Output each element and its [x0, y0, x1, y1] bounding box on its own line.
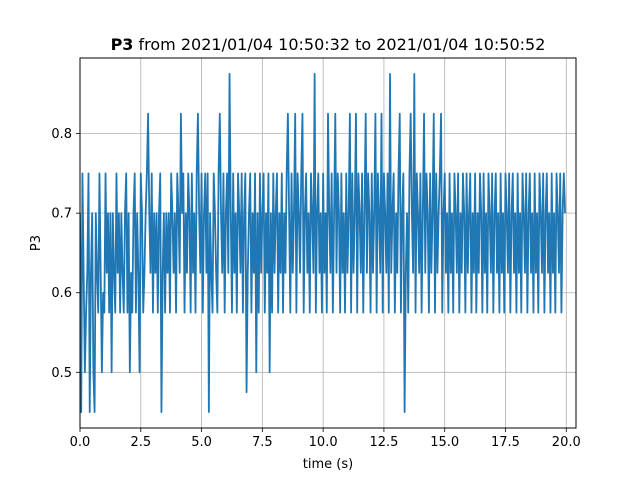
x-axis-ticks: 0.0 2.5 5.0 7.5 10.0 12.5 15.0 17.5 20.0	[70, 428, 581, 450]
x-axis-label: time (s)	[303, 457, 353, 472]
chart-title-bold: P3	[111, 35, 134, 54]
x-tick-label: 10.0	[309, 435, 338, 450]
x-tick-label: 17.5	[491, 435, 520, 450]
series-layer	[80, 73, 566, 413]
x-tick-label: 0.0	[70, 435, 91, 450]
series-line	[80, 73, 566, 413]
x-tick-label: 2.5	[130, 435, 151, 450]
chart-title: P3 from 2021/01/04 10:50:32 to 2021/01/0…	[111, 35, 546, 54]
x-tick-label: 12.5	[369, 435, 398, 450]
y-axis-label: P3	[29, 235, 44, 251]
x-tick-label: 5.0	[191, 435, 212, 450]
y-tick-label: 0.8	[51, 127, 72, 142]
x-tick-label: 20.0	[552, 435, 581, 450]
x-tick-label: 7.5	[252, 435, 273, 450]
plot-frame	[79, 57, 577, 429]
x-tick-label: 15.0	[430, 435, 459, 450]
y-tick-label: 0.5	[51, 366, 72, 381]
y-tick-label: 0.7	[51, 207, 72, 222]
y-axis-ticks: 0.5 0.6 0.7 0.8	[51, 127, 80, 381]
y-tick-label: 0.6	[51, 286, 72, 301]
chart-title-rest: from 2021/01/04 10:50:32 to 2021/01/04 1…	[133, 35, 545, 54]
